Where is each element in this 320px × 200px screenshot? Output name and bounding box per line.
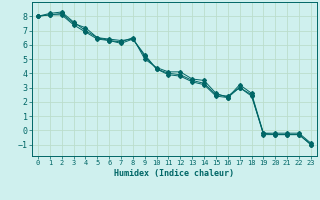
X-axis label: Humidex (Indice chaleur): Humidex (Indice chaleur) [115,169,234,178]
